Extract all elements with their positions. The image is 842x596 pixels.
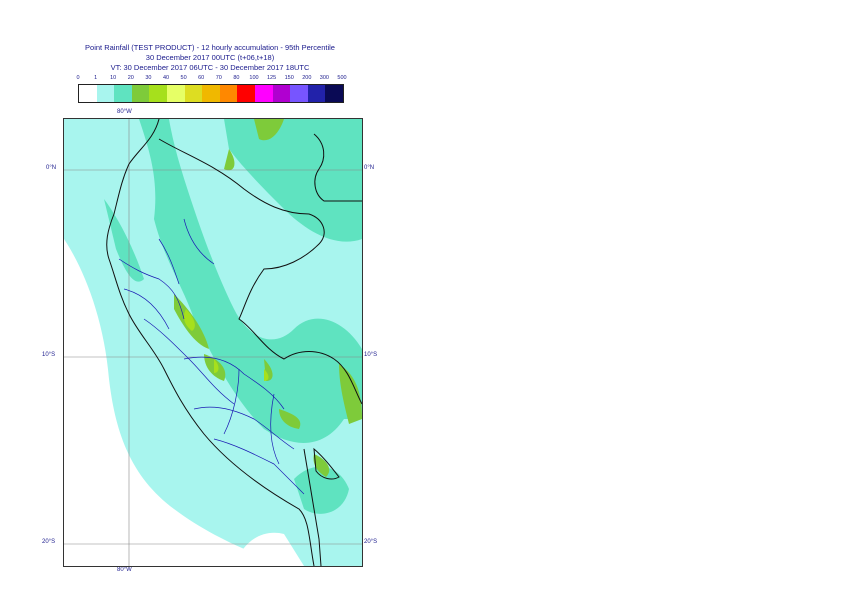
lat-label-0-left: 0°N <box>46 165 57 171</box>
legend-level-label: 0 <box>76 75 80 81</box>
legend-level-label: 30 <box>145 75 152 81</box>
legend-swatch <box>131 85 150 102</box>
legend-level-label: 300 <box>319 75 329 81</box>
title-line2: 30 December 2017 00UTC (t+06,t+18) <box>145 53 275 62</box>
legend-level-label: 100 <box>249 75 259 81</box>
legend-colorbar <box>78 84 344 103</box>
legend-swatch <box>202 85 220 102</box>
legend-level-label: 20 <box>127 75 134 81</box>
legend-swatch <box>166 85 185 102</box>
lat-label-0-right: 0°N <box>364 165 375 171</box>
lat-label-10-right: 10°S <box>364 352 378 358</box>
legend-level-label: 60 <box>198 75 205 81</box>
legend-swatch <box>79 85 97 102</box>
legend-level-label: 200 <box>302 75 312 81</box>
legend-swatch <box>290 85 308 102</box>
legend-swatch <box>237 85 255 102</box>
rain-30-40-patches <box>184 309 269 381</box>
legend-swatch <box>272 85 291 102</box>
legend-swatch <box>307 85 326 102</box>
legend-swatch <box>96 85 115 102</box>
no-rain-ocean-area <box>64 239 294 566</box>
legend-swatch <box>114 85 132 102</box>
legend-swatch <box>325 85 343 102</box>
lat-label-20-right: 20°S <box>364 539 378 545</box>
country-borders <box>106 119 362 566</box>
legend-level-label: 500 <box>337 75 347 81</box>
legend-level-label: 150 <box>284 75 294 81</box>
legend-level-label: 1 <box>94 75 98 81</box>
rainfall-map <box>63 118 363 567</box>
lat-label-10-left: 10°S <box>42 352 56 358</box>
title-line1: Point Rainfall (TEST PRODUCT) - 12 hourl… <box>85 43 335 52</box>
legend-swatch <box>254 85 273 102</box>
legend-level-label: 10 <box>110 75 117 81</box>
legend-level-label: 125 <box>267 75 277 81</box>
no-rain-ocean-patch <box>234 532 304 566</box>
legend-level-label: 40 <box>162 75 170 81</box>
graticule <box>64 119 362 566</box>
title-line3: VT: 30 December 2017 06UTC - 30 December… <box>110 63 310 72</box>
lon-label-top: 80°W <box>117 109 132 115</box>
lat-label-20-left: 20°S <box>42 539 56 545</box>
legend-swatch <box>149 85 167 102</box>
lon-label-bottom: 80°W <box>117 567 132 573</box>
legend-level-label: 70 <box>215 75 222 81</box>
regional-boundaries <box>118 218 305 495</box>
legend-level-label: 50 <box>180 75 187 81</box>
legend-level-label: 80 <box>233 75 240 81</box>
legend-swatch <box>219 85 238 102</box>
legend-swatch <box>184 85 203 102</box>
